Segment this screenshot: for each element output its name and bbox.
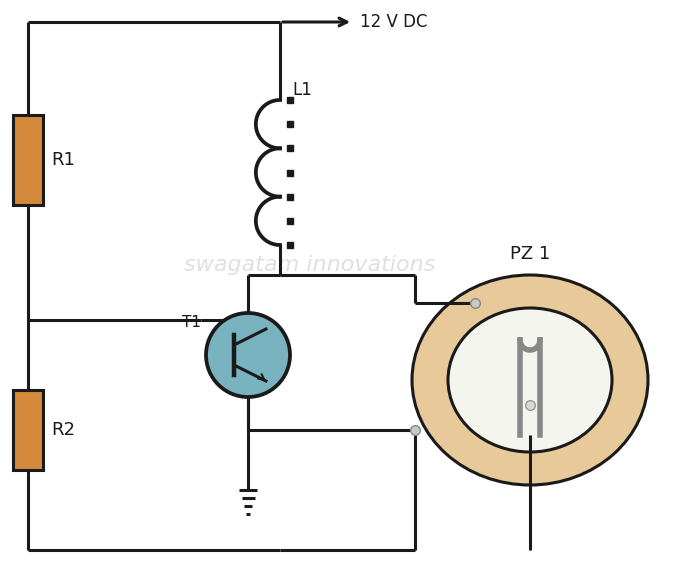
Ellipse shape [448,308,612,452]
Text: R2: R2 [51,421,75,439]
Text: swagatam innovations: swagatam innovations [184,255,436,275]
Text: L1: L1 [292,81,312,99]
Text: R1: R1 [51,151,75,169]
Ellipse shape [412,275,648,485]
Circle shape [206,313,290,397]
Bar [13,390,43,470]
Text: 12 V DC: 12 V DC [360,13,428,31]
Text: PZ 1: PZ 1 [510,245,550,263]
Text: T1: T1 [182,315,201,330]
Bar [13,115,43,205]
